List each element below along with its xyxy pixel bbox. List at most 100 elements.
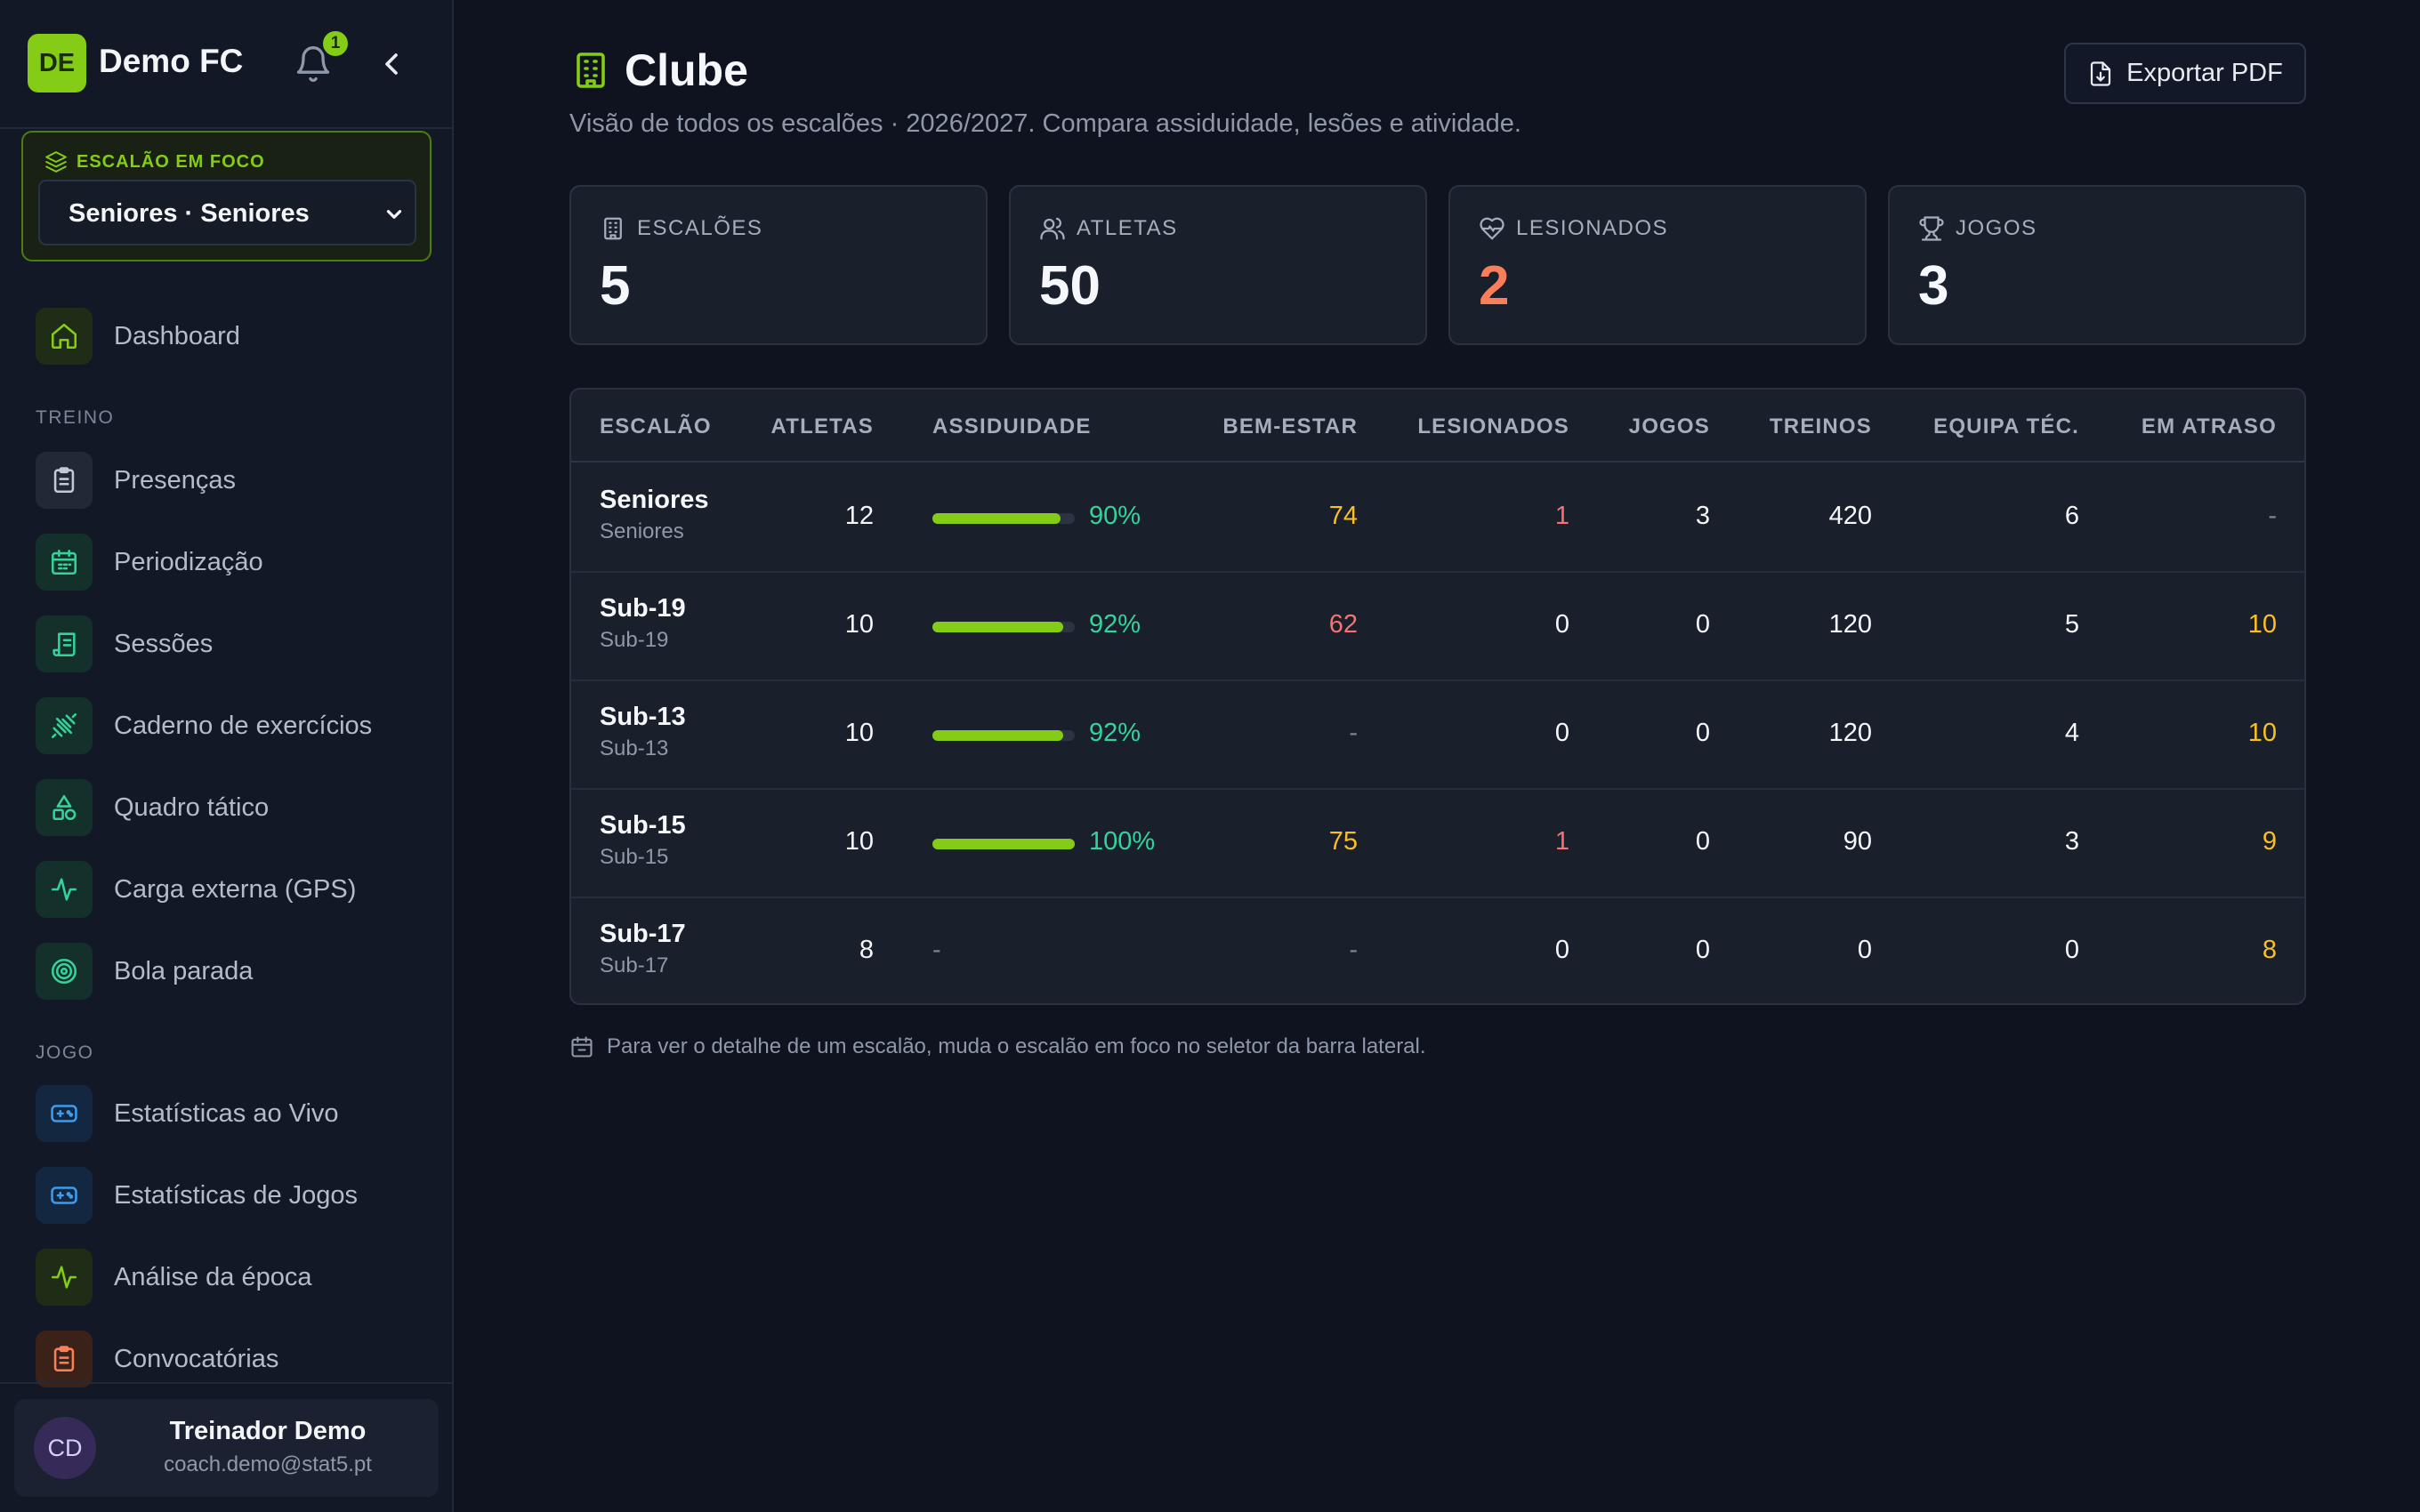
gamepad-icon: [36, 1085, 93, 1142]
target-icon: [36, 943, 93, 1000]
nav-item-estatisticas-ao-vivo[interactable]: Estatísticas ao Vivo: [36, 1085, 427, 1142]
cell-lesionados: 0: [1554, 936, 1569, 964]
page-title: Clube: [625, 45, 748, 95]
column-header-lesionados[interactable]: LESIONADOS: [1417, 414, 1569, 438]
nav-item-caderno[interactable]: Caderno de exercícios: [36, 697, 427, 754]
team-name: Sub-13: [600, 703, 686, 731]
column-header-treinos[interactable]: TREINOS: [1769, 414, 1872, 438]
cell-equipa-tec: 4: [2064, 719, 2079, 747]
table-header: ESCALÃO ATLETAS ASSIDUIDADE BEM-ESTAR LE…: [571, 390, 2304, 462]
export-pdf-label: Exportar PDF: [2126, 59, 2283, 87]
stat-head: ESCALÕES: [600, 215, 762, 242]
calendar-icon: [36, 534, 93, 591]
nav-label-estatisticas-de-jogos: Estatísticas de Jogos: [114, 1180, 359, 1210]
cell-atletas: 10: [844, 827, 874, 856]
brand-header: DE Demo FC 1: [0, 0, 452, 129]
activity-icon: [36, 861, 93, 918]
cell-em-atraso: 10: [2247, 719, 2277, 747]
scroll-icon: [36, 615, 93, 672]
nav-item-periodizacao[interactable]: Periodização: [36, 534, 427, 591]
nav-label-estatisticas-ao-vivo: Estatísticas ao Vivo: [114, 1098, 339, 1128]
nav-item-bola-parada[interactable]: Bola parada: [36, 943, 427, 1000]
nav-label-presencas: Presenças: [114, 465, 237, 495]
column-header-escalao[interactable]: ESCALÃO: [600, 414, 712, 438]
stat-head: ATLETAS: [1039, 215, 1178, 242]
nav-label-bola-parada: Bola parada: [114, 956, 254, 985]
dumbbell-icon: [36, 697, 93, 754]
nav-item-estatisticas-de-jogos[interactable]: Estatísticas de Jogos: [36, 1167, 427, 1224]
building-icon: [577, 52, 605, 88]
cell-atletas: 8: [859, 936, 874, 964]
nav-label-caderno: Caderno de exercícios: [114, 711, 373, 740]
stat-value-lesionados: 2: [1479, 255, 1510, 317]
cell-bem-estar: 75: [1328, 827, 1358, 856]
table-row[interactable]: Seniores Seniores 90% 12 74 1 3 420 6 -: [571, 464, 2304, 573]
clipboard-icon: [36, 452, 93, 509]
attendance-bar-fill: [932, 622, 1064, 632]
nav-label-dashboard: Dashboard: [114, 321, 240, 350]
cell-treinos: 120: [1828, 610, 1872, 639]
cell-equipa-tec: 0: [2064, 936, 2079, 964]
gamepad-icon: [36, 1167, 93, 1224]
stat-label-escaloes: ESCALÕES: [637, 216, 763, 240]
nav-item-presencas[interactable]: Presenças: [36, 452, 427, 509]
cell-atletas: 10: [844, 719, 874, 747]
stat-head: LESIONADOS: [1479, 215, 1668, 242]
stat-head: JOGOS: [1918, 215, 2037, 242]
page-header: Clube: [569, 44, 748, 96]
user-name: Treinador Demo: [169, 1417, 367, 1445]
cell-treinos: 120: [1828, 719, 1872, 747]
team-name: Seniores: [600, 486, 709, 514]
attendance-bar: [932, 839, 1075, 849]
team-category: Sub-15: [600, 845, 669, 869]
bell-icon[interactable]: [294, 44, 333, 84]
cell-lesionados: 1: [1554, 502, 1569, 530]
cell-lesionados: 1: [1554, 827, 1569, 856]
attendance-percent: 100%: [1089, 827, 1156, 856]
stat-card-lesionados: LESIONADOS 2: [1448, 185, 1867, 345]
stat-value-jogos: 3: [1918, 255, 1949, 317]
column-header-equipa-tec[interactable]: EQUIPA TÉC.: [1933, 414, 2079, 438]
team-name: Sub-19: [600, 594, 686, 623]
attendance-percent: 92%: [1089, 610, 1141, 639]
column-header-assiduidade[interactable]: ASSIDUIDADE: [932, 414, 1092, 438]
nav-item-convocatorias[interactable]: Convocatórias: [36, 1331, 427, 1387]
nav-item-sessoes[interactable]: Sessões: [36, 615, 427, 672]
club-logo: DE: [28, 34, 86, 92]
focus-team-selected: Seniores · Seniores: [69, 199, 310, 228]
nav-item-dashboard[interactable]: Dashboard: [36, 308, 427, 365]
focus-team-select[interactable]: Seniores · Seniores: [38, 180, 416, 245]
chevron-left-icon[interactable]: [374, 46, 409, 82]
focus-team-label: ESCALÃO EM FOCO: [44, 150, 265, 173]
nav-item-analise-epoca[interactable]: Análise da época: [36, 1249, 427, 1306]
cell-jogos: 3: [1695, 502, 1710, 530]
team-name: Sub-17: [600, 920, 686, 948]
nav-item-quadro-tatico[interactable]: Quadro tático: [36, 779, 427, 836]
export-pdf-button[interactable]: Exportar PDF: [2064, 43, 2306, 104]
heart-pulse-icon: [1480, 217, 1504, 240]
stat-card-jogos: JOGOS 3: [1888, 185, 2306, 345]
cell-equipa-tec: 5: [2064, 610, 2079, 639]
user-profile-card[interactable]: CD Treinador Demo coach.demo@stat5.pt: [14, 1399, 439, 1497]
page-subtitle: Visão de todos os escalões · 2026/2027. …: [569, 109, 1521, 138]
team-category: Sub-17: [600, 953, 669, 977]
cell-equipa-tec: 6: [2064, 502, 2079, 530]
column-header-em-atraso[interactable]: EM ATRASO: [2141, 414, 2277, 438]
table-row[interactable]: Sub-15 Sub-15 100% 10 75 1 0 90 3 9: [571, 790, 2304, 898]
cell-bem-estar: 74: [1328, 502, 1358, 530]
table-row[interactable]: Sub-13 Sub-13 92% 10 - 0 0 120 4 10: [571, 681, 2304, 790]
cell-em-atraso: 10: [2247, 610, 2277, 639]
cell-bem-estar: -: [1349, 719, 1358, 747]
table-row[interactable]: Sub-19 Sub-19 92% 10 62 0 0 120 5 10: [571, 573, 2304, 681]
section-title-treino: TREINO: [36, 407, 115, 428]
nav-label-quadro-tatico: Quadro tático: [114, 792, 270, 822]
user-email: coach.demo@stat5.pt: [164, 1452, 372, 1476]
column-header-bem-estar[interactable]: BEM-ESTAR: [1222, 414, 1358, 438]
table-row[interactable]: Sub-17 Sub-17 - 8 - 0 0 0 0 8: [571, 898, 2304, 1003]
nav-label-analise-epoca: Análise da época: [114, 1262, 312, 1291]
nav-item-carga-externa[interactable]: Carga externa (GPS): [36, 861, 427, 918]
column-header-atletas[interactable]: ATLETAS: [770, 414, 874, 438]
cell-equipa-tec: 3: [2064, 827, 2079, 856]
column-header-jogos[interactable]: JOGOS: [1628, 414, 1710, 438]
